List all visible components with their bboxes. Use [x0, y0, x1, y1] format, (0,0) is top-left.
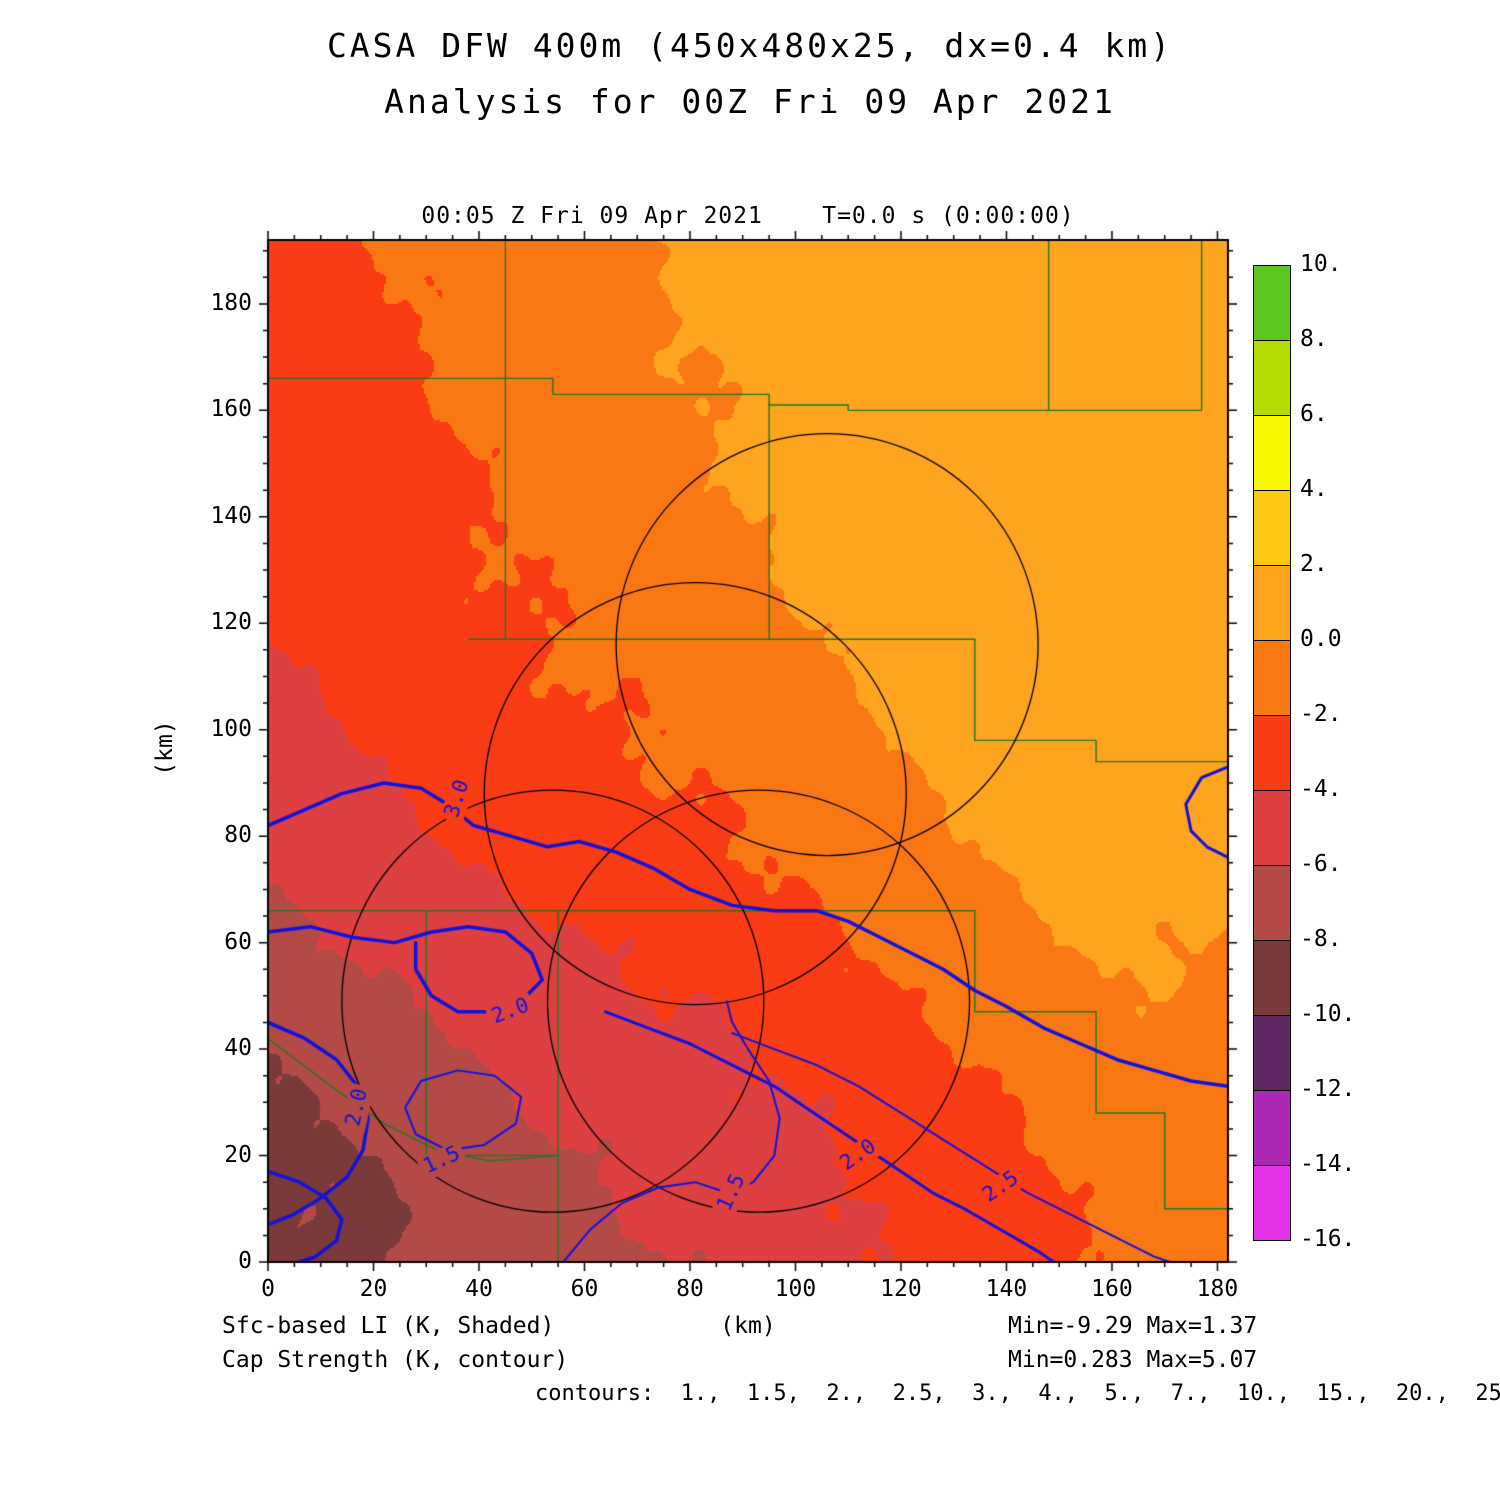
x-tick-label-20: 20 [359, 1276, 388, 1302]
shaded-field-caption: Sfc-based LI (K, Shaded) [222, 1313, 555, 1339]
colorbar-label-8.: 8. [1300, 326, 1328, 352]
x-axis-label: (km) [720, 1313, 776, 1339]
colorbar-box [1253, 565, 1291, 641]
y-tick-label-100: 100 [210, 715, 252, 742]
y-tick-label-0: 0 [238, 1248, 252, 1274]
x-tick-label-60: 60 [570, 1276, 599, 1302]
colorbar-label--16.: -16. [1300, 1226, 1356, 1252]
contour-field-caption: Cap Strength (K, contour) [222, 1347, 569, 1373]
colorbar-box [1253, 940, 1291, 1016]
x-tick-label-0: 0 [261, 1276, 275, 1302]
colorbar-box [1253, 415, 1291, 491]
colorbar-box [1253, 790, 1291, 866]
colorbar-box [1253, 865, 1291, 941]
colorbar-label--10.: -10. [1300, 1001, 1356, 1027]
colorbar-label-4.: 4. [1300, 476, 1328, 502]
x-tick-label-120: 120 [880, 1276, 922, 1302]
y-axis-label: (km) [152, 720, 178, 776]
x-tick-label-180: 180 [1196, 1276, 1239, 1302]
colorbar-label-2.: 2. [1300, 551, 1328, 577]
x-tick-label-100: 100 [774, 1276, 817, 1302]
colorbar-label-10.: 10. [1300, 251, 1342, 277]
colorbar-box [1253, 640, 1291, 716]
colorbar-label-6.: 6. [1300, 401, 1328, 427]
colorbar-label--2.: -2. [1300, 701, 1342, 727]
colorbar-box [1253, 1090, 1291, 1166]
page-title-line2: Analysis for 00Z Fri 09 Apr 2021 [384, 82, 1116, 121]
x-tick-label-40: 40 [465, 1276, 493, 1302]
y-tick-label-120: 120 [210, 609, 252, 636]
colorbar-label--4.: -4. [1300, 776, 1342, 802]
y-tick-label-80: 80 [224, 822, 252, 849]
colorbar-box [1253, 715, 1291, 791]
colorbar-box [1253, 340, 1291, 416]
colorbar-label--12.: -12. [1300, 1076, 1356, 1102]
y-tick-label-40: 40 [224, 1035, 252, 1062]
colorbar-box [1253, 265, 1291, 341]
x-tick-label-80: 80 [676, 1276, 704, 1302]
y-tick-label-160: 160 [210, 396, 252, 423]
colorbar-box [1253, 490, 1291, 566]
page-title-line1: CASA DFW 400m (450x480x25, dx=0.4 km) [326, 26, 1174, 65]
y-tick-label-60: 60 [224, 928, 252, 955]
colorbar-box [1253, 1165, 1291, 1241]
contour-levels-text: contours: 1., 1.5, 2., 2.5, 3., 4., 5., … [535, 1381, 1500, 1406]
colorbar-label-0.0: 0.0 [1300, 626, 1342, 652]
y-tick-label-140: 140 [210, 502, 252, 529]
colorbar-label--14.: -14. [1300, 1151, 1356, 1177]
plot-subheader-timestamp: 00:05 Z Fri 09 Apr 2021 T=0.0 s (0:00:00… [421, 203, 1075, 229]
y-tick-label-180: 180 [210, 289, 252, 316]
colorbar-box [1253, 1015, 1291, 1091]
x-tick-label-140: 140 [985, 1276, 1028, 1302]
y-tick-label-20: 20 [224, 1141, 252, 1168]
colorbar-label--8.: -8. [1300, 926, 1342, 952]
colorbar-label--6.: -6. [1300, 851, 1342, 877]
shaded-minmax-text: Min=-9.29 Max=1.37 [1008, 1313, 1258, 1339]
x-tick-label-160: 160 [1091, 1276, 1133, 1302]
contour-minmax-text: Min=0.283 Max=5.07 [1008, 1347, 1258, 1373]
